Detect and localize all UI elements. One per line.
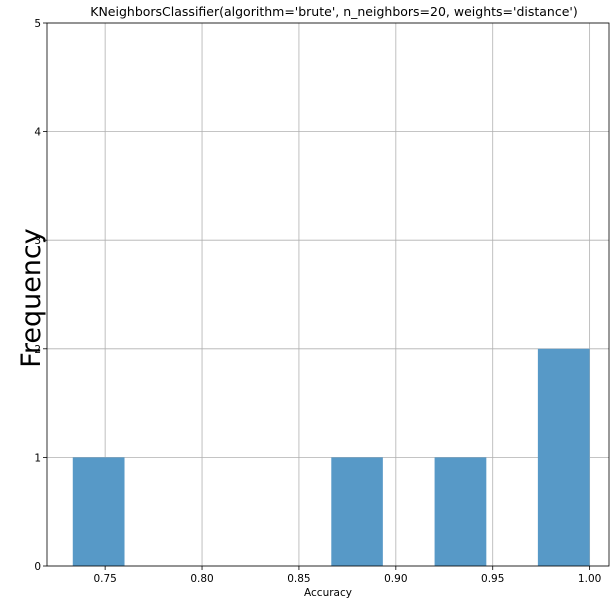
ticks: 0.75 0.80 0.85 0.90 0.95 1.00 0 1 2 3 4 5: [34, 18, 601, 585]
chart-title: KNeighborsClassifier(algorithm='brute', …: [90, 4, 577, 19]
x-tick-label: 0.75: [93, 573, 116, 585]
x-tick-label: 0.90: [384, 573, 407, 585]
x-tick-label: 0.85: [287, 573, 310, 585]
y-tick-label: 3: [34, 235, 41, 247]
x-tick-label: 1.00: [578, 573, 601, 585]
bars: [72, 348, 590, 566]
x-tick-label: 0.95: [481, 573, 504, 585]
y-tick-label: 4: [34, 127, 41, 139]
plot-frame: [46, 22, 610, 567]
x-axis-label: Accuracy: [304, 587, 352, 599]
histogram-bar: [434, 457, 487, 566]
histogram-bar: [331, 457, 383, 566]
y-tick-label: 0: [34, 561, 41, 573]
y-axis-label: Frequency: [16, 228, 47, 368]
histogram-bar: [72, 457, 125, 566]
x-tick-label: 0.80: [190, 573, 213, 585]
y-tick-label: 1: [34, 452, 41, 464]
histogram-bar: [537, 348, 590, 566]
y-tick-label: 2: [34, 344, 41, 356]
grid: [47, 22, 609, 567]
y-tick-label: 5: [34, 18, 41, 30]
